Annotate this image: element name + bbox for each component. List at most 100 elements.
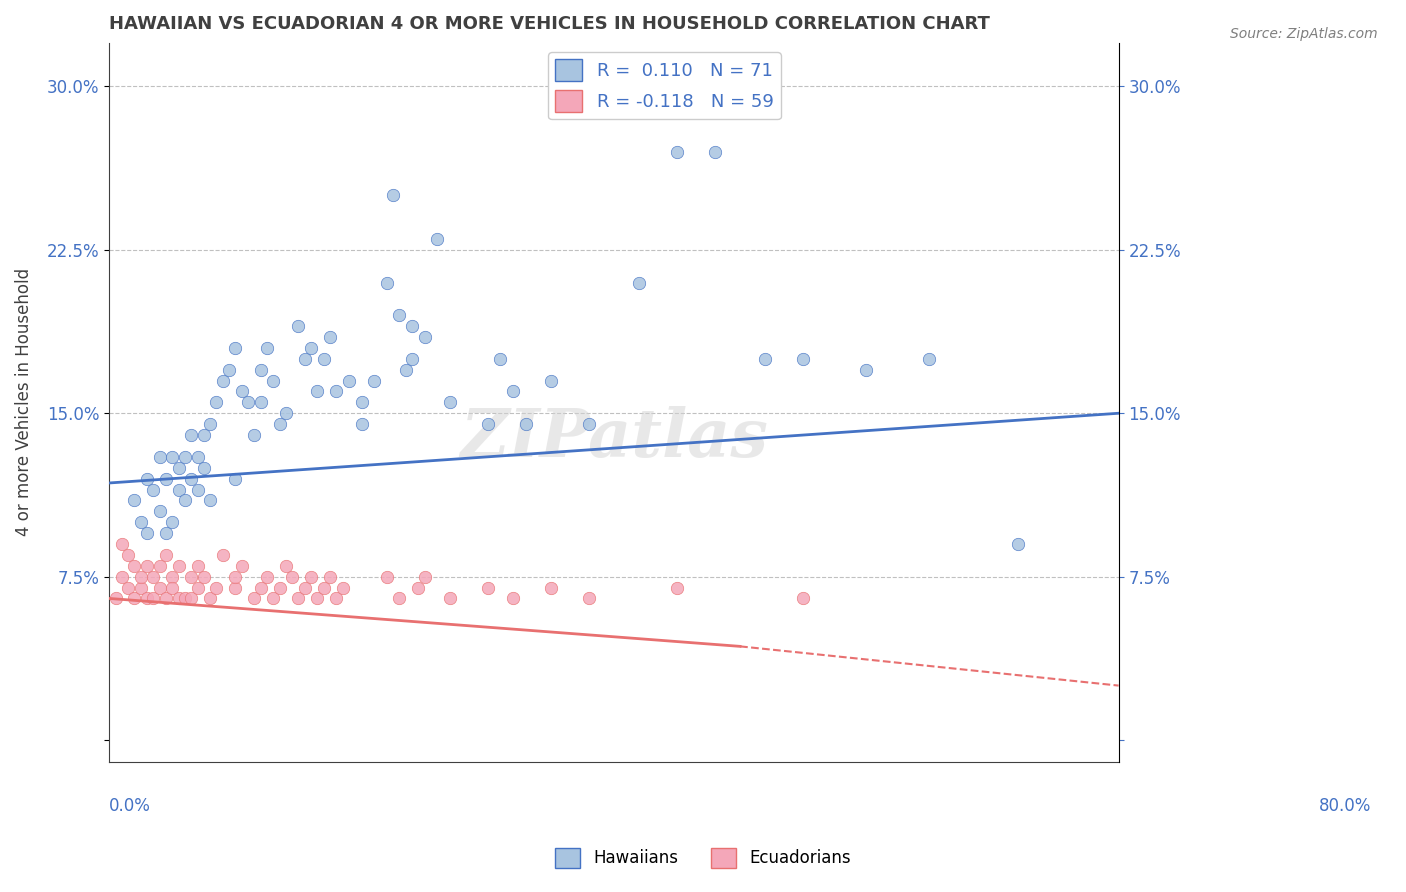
Point bbox=[408, 581, 430, 595]
Point bbox=[477, 417, 499, 432]
Point bbox=[319, 569, 342, 583]
Point bbox=[274, 406, 297, 420]
Point bbox=[149, 558, 172, 573]
Point bbox=[180, 472, 202, 486]
Point bbox=[142, 569, 165, 583]
Point bbox=[754, 351, 776, 366]
Point bbox=[224, 581, 246, 595]
Point bbox=[111, 569, 134, 583]
Point bbox=[1007, 537, 1029, 551]
Point bbox=[136, 558, 159, 573]
Point bbox=[193, 569, 215, 583]
Point bbox=[918, 351, 941, 366]
Point bbox=[287, 591, 309, 606]
Point bbox=[249, 581, 271, 595]
Point bbox=[262, 374, 284, 388]
Point bbox=[155, 526, 177, 541]
Text: 0.0%: 0.0% bbox=[110, 797, 150, 814]
Point bbox=[262, 591, 284, 606]
Point bbox=[269, 581, 291, 595]
Point bbox=[187, 483, 209, 497]
Point bbox=[136, 472, 159, 486]
Point bbox=[243, 428, 266, 442]
Point bbox=[167, 460, 190, 475]
Point bbox=[274, 558, 297, 573]
Point bbox=[231, 558, 253, 573]
Text: Source: ZipAtlas.com: Source: ZipAtlas.com bbox=[1230, 27, 1378, 41]
Point bbox=[129, 515, 152, 529]
Point bbox=[792, 351, 814, 366]
Point bbox=[249, 395, 271, 409]
Point bbox=[703, 145, 725, 159]
Point bbox=[180, 591, 202, 606]
Point bbox=[187, 450, 209, 464]
Point bbox=[502, 384, 524, 399]
Point bbox=[388, 591, 411, 606]
Point bbox=[287, 319, 309, 334]
Point bbox=[439, 591, 461, 606]
Point bbox=[129, 569, 152, 583]
Point bbox=[117, 581, 139, 595]
Point bbox=[205, 581, 228, 595]
Point bbox=[249, 362, 271, 376]
Point bbox=[224, 341, 246, 355]
Point bbox=[142, 483, 165, 497]
Point bbox=[502, 591, 524, 606]
Point bbox=[155, 591, 177, 606]
Point bbox=[174, 450, 197, 464]
Point bbox=[193, 428, 215, 442]
Text: ZIPatlas: ZIPatlas bbox=[460, 406, 768, 471]
Point bbox=[332, 581, 354, 595]
Point bbox=[187, 581, 209, 595]
Point bbox=[325, 384, 347, 399]
Point bbox=[136, 526, 159, 541]
Point bbox=[401, 351, 423, 366]
Point bbox=[129, 581, 152, 595]
Point bbox=[666, 581, 689, 595]
Point bbox=[540, 581, 562, 595]
Legend: Hawaiians, Ecuadorians: Hawaiians, Ecuadorians bbox=[548, 841, 858, 875]
Point bbox=[162, 569, 184, 583]
Point bbox=[174, 493, 197, 508]
Point bbox=[231, 384, 253, 399]
Point bbox=[363, 374, 385, 388]
Point bbox=[294, 581, 316, 595]
Point bbox=[312, 351, 335, 366]
Point bbox=[337, 374, 360, 388]
Point bbox=[211, 548, 233, 562]
Point bbox=[395, 362, 418, 376]
Point bbox=[211, 374, 233, 388]
Point bbox=[198, 493, 221, 508]
Point bbox=[124, 558, 146, 573]
Point bbox=[413, 569, 436, 583]
Point bbox=[149, 450, 172, 464]
Point bbox=[117, 548, 139, 562]
Point bbox=[269, 417, 291, 432]
Point bbox=[124, 591, 146, 606]
Point bbox=[104, 591, 127, 606]
Point bbox=[198, 591, 221, 606]
Point bbox=[628, 276, 651, 290]
Point bbox=[149, 581, 172, 595]
Point bbox=[167, 558, 190, 573]
Point bbox=[224, 569, 246, 583]
Point bbox=[350, 417, 373, 432]
Point bbox=[198, 417, 221, 432]
Text: HAWAIIAN VS ECUADORIAN 4 OR MORE VEHICLES IN HOUSEHOLD CORRELATION CHART: HAWAIIAN VS ECUADORIAN 4 OR MORE VEHICLE… bbox=[110, 15, 990, 33]
Point bbox=[256, 341, 278, 355]
Point bbox=[540, 374, 562, 388]
Point bbox=[792, 591, 814, 606]
Point bbox=[236, 395, 259, 409]
Point bbox=[294, 351, 316, 366]
Point bbox=[224, 472, 246, 486]
Point bbox=[136, 591, 159, 606]
Point bbox=[111, 537, 134, 551]
Point bbox=[401, 319, 423, 334]
Point bbox=[375, 276, 398, 290]
Point bbox=[162, 515, 184, 529]
Point bbox=[312, 581, 335, 595]
Point bbox=[193, 460, 215, 475]
Text: 80.0%: 80.0% bbox=[1319, 797, 1371, 814]
Point bbox=[155, 472, 177, 486]
Point bbox=[124, 493, 146, 508]
